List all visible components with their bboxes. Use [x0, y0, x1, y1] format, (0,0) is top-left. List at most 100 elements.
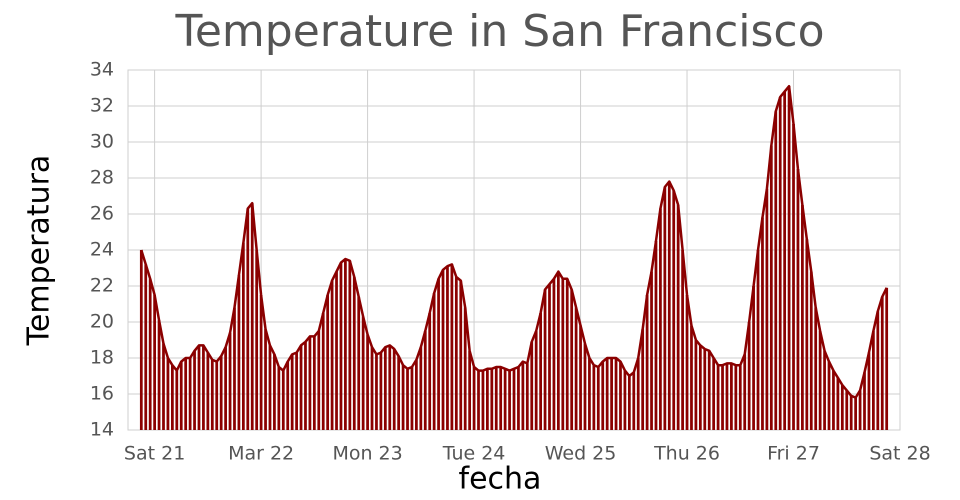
bar	[508, 370, 511, 430]
bar	[579, 325, 582, 430]
bar	[139, 250, 143, 430]
x-tick-label: Sat 21	[124, 443, 185, 465]
bar	[814, 307, 818, 430]
bar	[610, 358, 613, 430]
y-tick-label: 20	[90, 311, 114, 333]
bar	[210, 359, 214, 430]
bar	[556, 271, 560, 430]
bar	[454, 277, 458, 430]
bar	[867, 352, 871, 430]
bar	[144, 264, 148, 430]
x-tick-label: Fri 27	[767, 443, 820, 465]
bar	[330, 280, 334, 430]
bar	[698, 345, 702, 430]
y-tick-label: 16	[90, 383, 114, 405]
bar	[605, 358, 609, 430]
chart-title: Temperature in San Francisco	[174, 6, 824, 57]
bar	[215, 361, 219, 430]
bar	[521, 361, 525, 430]
bar	[241, 242, 245, 430]
bar	[734, 365, 738, 430]
bar	[317, 331, 321, 430]
bar	[481, 370, 485, 430]
bar	[233, 307, 236, 430]
bar	[659, 208, 662, 430]
bar	[459, 280, 463, 430]
y-tick-label: 24	[90, 239, 114, 261]
bar	[441, 269, 445, 430]
bar	[512, 368, 516, 430]
bar	[148, 278, 152, 430]
bar	[539, 313, 542, 430]
bar	[561, 278, 565, 430]
bar	[672, 190, 676, 430]
bar	[863, 372, 866, 430]
bar	[308, 336, 312, 430]
bar	[823, 350, 826, 430]
bar	[725, 363, 729, 430]
bar	[534, 331, 538, 430]
bar	[415, 359, 418, 430]
bar	[667, 181, 671, 430]
bar	[517, 367, 520, 430]
bar	[281, 370, 285, 430]
bar	[406, 368, 409, 430]
bar	[352, 277, 356, 430]
bar	[632, 372, 636, 430]
bar	[663, 187, 667, 430]
bar	[738, 365, 742, 430]
bar	[432, 293, 436, 430]
bar	[645, 295, 649, 430]
bar	[543, 289, 547, 430]
y-tick-label: 22	[90, 275, 114, 297]
bar	[193, 350, 196, 430]
bar	[787, 86, 791, 430]
bar	[752, 286, 755, 430]
bar	[876, 311, 880, 430]
bar	[783, 91, 787, 430]
bar	[255, 250, 259, 430]
bar	[166, 358, 170, 430]
bar	[769, 145, 773, 430]
bar	[477, 370, 480, 430]
bar	[379, 352, 383, 430]
bar	[778, 97, 782, 430]
bar	[623, 370, 627, 430]
bar	[490, 368, 494, 430]
bar	[290, 354, 294, 430]
bar	[503, 368, 507, 430]
bar	[219, 356, 223, 430]
bar	[761, 217, 764, 430]
x-tick-label: Thu 26	[653, 443, 720, 465]
bar	[596, 367, 600, 430]
bar	[335, 271, 338, 430]
y-tick-label: 26	[90, 203, 114, 225]
bar	[721, 365, 724, 430]
bar	[654, 241, 658, 430]
x-tick-label: Sat 28	[869, 443, 930, 465]
bar	[273, 354, 276, 430]
bar	[206, 352, 210, 430]
bar	[153, 295, 156, 430]
bar	[357, 296, 361, 430]
bar	[627, 376, 631, 430]
bar	[162, 343, 165, 430]
bar	[592, 365, 596, 430]
bar	[197, 345, 201, 430]
bar	[525, 363, 529, 430]
bar	[397, 356, 401, 430]
bar	[392, 349, 396, 430]
bar	[428, 313, 432, 430]
y-tick-label: 14	[90, 419, 114, 441]
bar	[805, 239, 809, 430]
bar	[188, 358, 192, 430]
bar	[650, 271, 653, 430]
bar	[801, 205, 804, 430]
bar	[832, 370, 835, 430]
bar	[774, 111, 778, 431]
bar	[401, 365, 405, 430]
bar	[854, 397, 858, 430]
bar	[326, 295, 330, 430]
bar	[344, 259, 347, 430]
bar	[268, 345, 272, 430]
